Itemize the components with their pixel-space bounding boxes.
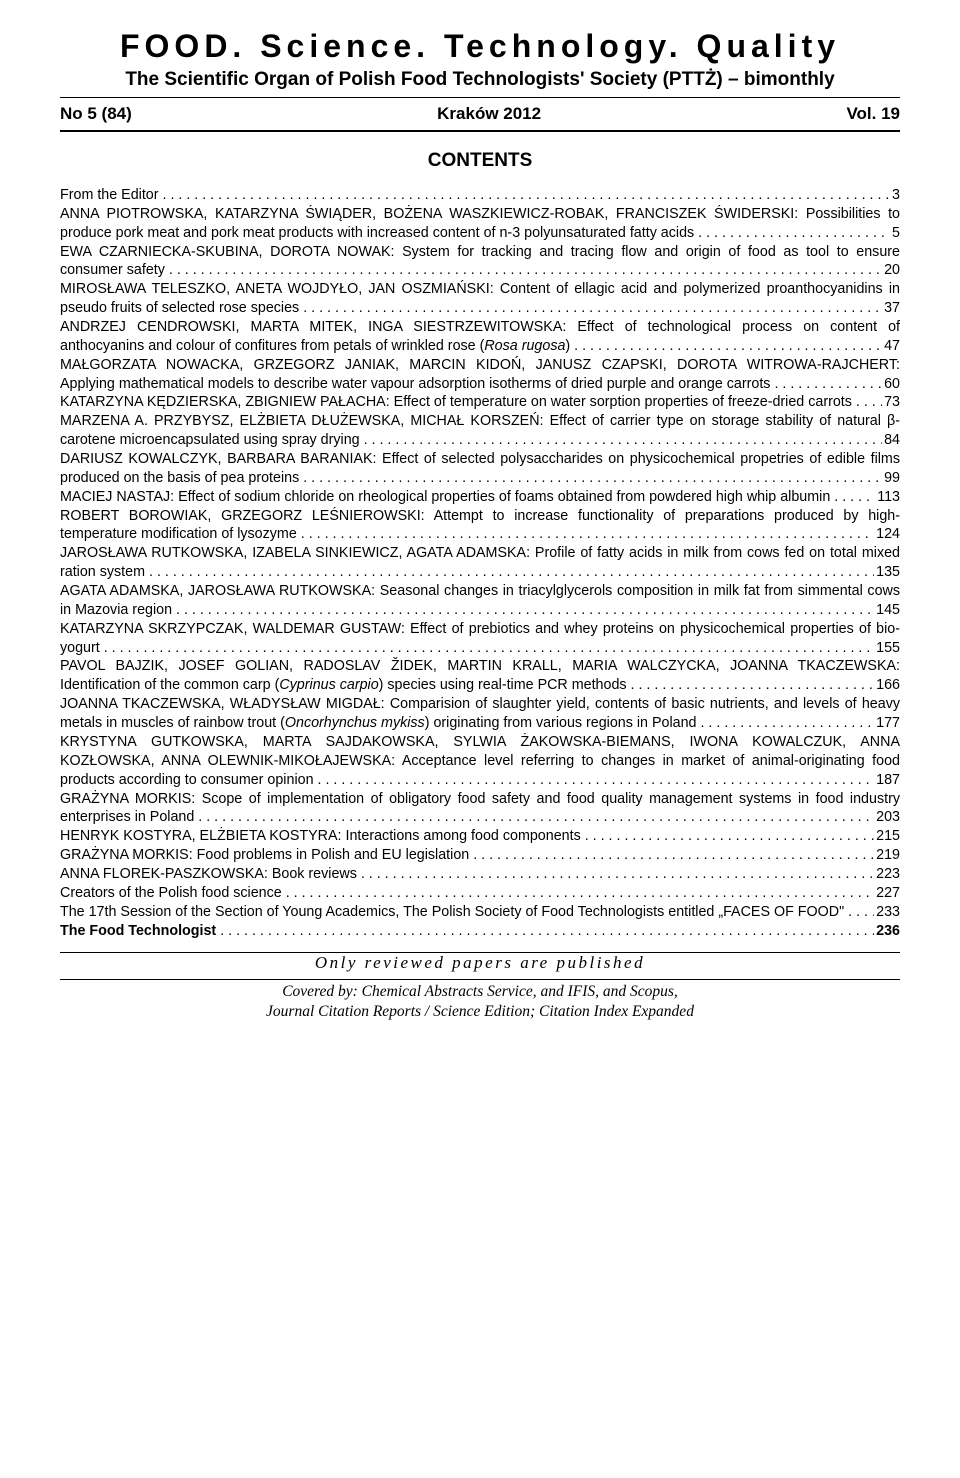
issue-number: No 5 (84) xyxy=(60,104,132,124)
toc-dots: . . . . . . . . . . . . . . . . . . . . … xyxy=(301,526,900,542)
toc-page-number: 236 xyxy=(874,922,900,941)
journal-subtitle: The Scientific Organ of Polish Food Tech… xyxy=(60,69,900,91)
toc-page-number: 20 xyxy=(882,261,900,280)
toc-page-number: 215 xyxy=(874,827,900,846)
toc-entry-text: GRAŻYNA MORKIS: Food problems in Polish … xyxy=(60,847,473,863)
toc-entry: AGATA ADAMSKA, JAROSŁAWA RUTKOWSKA: Seas… xyxy=(60,582,900,620)
toc-entry: ANNA PIOTROWSKA, KATARZYNA ŚWIĄDER, BOŻE… xyxy=(60,205,900,243)
toc-entry: PAVOL BAJZIK, JOSEF GOLIAN, RADOSLAV ŽID… xyxy=(60,657,900,695)
toc-entry: EWA CZARNIECKA-SKUBINA, DOROTA NOWAK: Sy… xyxy=(60,243,900,281)
toc-entry: HENRYK KOSTYRA, ELŻBIETA KOSTYRA: Intera… xyxy=(60,827,900,846)
toc-entry-text: KATARZYNA KĘDZIERSKA, ZBIGNIEW PAŁACHA: … xyxy=(60,394,856,410)
toc-page-number: 47 xyxy=(882,337,900,356)
toc-entry: MAŁGORZATA NOWACKA, GRZEGORZ JANIAK, MAR… xyxy=(60,356,900,394)
toc-page-number: 37 xyxy=(882,299,900,318)
toc-entry-text: Creators of the Polish food science xyxy=(60,885,286,901)
toc-entry: Creators of the Polish food science . . … xyxy=(60,884,900,903)
toc-page-number: 166 xyxy=(874,676,900,695)
toc-entry-text: MACIEJ NASTAJ: Effect of sodium chloride… xyxy=(60,489,834,505)
footer-covered-line2: Journal Citation Reports / Science Editi… xyxy=(266,1003,694,1020)
footer-covered: Covered by: Chemical Abstracts Service, … xyxy=(60,982,900,1021)
toc-dots: . . . . . . . . . . . . . . . . . . . . … xyxy=(169,262,900,278)
header-divider-2 xyxy=(60,130,900,132)
toc-dots: . . . . . . . . . . . . . . . . . . . . … xyxy=(149,564,900,580)
toc-page-number: 73 xyxy=(882,393,900,412)
toc-page-number: 223 xyxy=(874,865,900,884)
toc-entry-text: From the Editor xyxy=(60,187,163,203)
toc-entry: DARIUSZ KOWALCZYK, BARBARA BARANIAK: Eff… xyxy=(60,450,900,488)
toc-dots: . . . . . . . . . . . . . . . . . . . . … xyxy=(585,828,900,844)
toc-entry-text: The 17th Session of the Section of Young… xyxy=(60,904,848,920)
toc-dots: . . . . . . . . . . . . . . . . . . . . … xyxy=(700,715,900,731)
toc-entry: MIROSŁAWA TELESZKO, ANETA WOJDYŁO, JAN O… xyxy=(60,280,900,318)
issue-line: No 5 (84) Kraków 2012 Vol. 19 xyxy=(60,98,900,130)
toc-page-number: 135 xyxy=(874,563,900,582)
toc-entry: KRYSTYNA GUTKOWSKA, MARTA SAJDAKOWSKA, S… xyxy=(60,733,900,790)
toc-dots: . . . . . . . . . . . . . . . . . . . . … xyxy=(361,866,900,882)
toc-page-number: 187 xyxy=(874,771,900,790)
toc-page-number: 203 xyxy=(874,808,900,827)
toc-dots: . . . . . . . . . . . . . . . . . . . . … xyxy=(574,338,900,354)
toc-entry: ANDRZEJ CENDROWSKI, MARTA MITEK, INGA SI… xyxy=(60,318,900,356)
toc-page-number: 60 xyxy=(882,375,900,394)
toc-entry: The Food Technologist . . . . . . . . . … xyxy=(60,922,900,941)
toc-dots: . . . . . . . . . . . . . . . . . . . . … xyxy=(163,187,901,203)
toc-dots: . . . . . . . . . . . . . . . . . . . . … xyxy=(318,772,901,788)
toc-dots: . . . . . . . . . . . . . . . . . . . . … xyxy=(631,677,900,693)
toc-entry: JAROSŁAWA RUTKOWSKA, IZABELA SINKIEWICZ,… xyxy=(60,544,900,582)
toc-entry: ROBERT BOROWIAK, GRZEGORZ LEŚNIEROWSKI: … xyxy=(60,507,900,545)
toc-page-number: 145 xyxy=(874,601,900,620)
toc-dots: . . . . . . . . . . . . . . . . . . . . … xyxy=(104,640,900,656)
toc-page-number: 113 xyxy=(875,488,900,507)
toc-dots: . . . . . . . . . . . . . . . . . . . . … xyxy=(198,809,900,825)
footer-divider-2 xyxy=(60,979,900,980)
toc-entry: GRAŻYNA MORKIS: Food problems in Polish … xyxy=(60,846,900,865)
toc-dots: . . . . . . . . . . . . . . . . . . . . … xyxy=(364,432,900,448)
toc-entry: MARZENA A. PRZYBYSZ, ELŻBIETA DŁUŻEWSKA,… xyxy=(60,412,900,450)
toc-dots: . . . . . . . . . . . . . . . . . . . . … xyxy=(303,470,900,486)
toc-page-number: 219 xyxy=(874,846,900,865)
toc-entry-text: ANNA FLOREK-PASZKOWSKA: Book reviews xyxy=(60,866,361,882)
toc-entry: GRAŻYNA MORKIS: Scope of implementation … xyxy=(60,790,900,828)
toc-entry: The 17th Session of the Section of Young… xyxy=(60,903,900,922)
contents-heading: CONTENTS xyxy=(60,150,900,172)
toc-page-number: 5 xyxy=(890,224,900,243)
toc-dots: . . . . . . . . . . . . . . . . . . . . … xyxy=(286,885,900,901)
issue-volume: Vol. 19 xyxy=(846,104,900,124)
issue-city-year: Kraków 2012 xyxy=(437,104,541,124)
toc-entry: MACIEJ NASTAJ: Effect of sodium chloride… xyxy=(60,488,900,507)
toc-page-number: 124 xyxy=(874,525,900,544)
table-of-contents: From the Editor . . . . . . . . . . . . … xyxy=(60,186,900,940)
toc-page-number: 155 xyxy=(874,639,900,658)
toc-entry: ANNA FLOREK-PASZKOWSKA: Book reviews . .… xyxy=(60,865,900,884)
journal-title: FOOD. Science. Technology. Quality xyxy=(60,28,900,65)
toc-entry: KATARZYNA KĘDZIERSKA, ZBIGNIEW PAŁACHA: … xyxy=(60,393,900,412)
toc-dots: . . . . . . . . . . . . . . . . . . . . … xyxy=(220,923,900,939)
toc-page-number: 99 xyxy=(882,469,900,488)
toc-page-number: 233 xyxy=(874,903,900,922)
toc-entry: From the Editor . . . . . . . . . . . . … xyxy=(60,186,900,205)
toc-page-number: 177 xyxy=(874,714,900,733)
toc-entry: KATARZYNA SKRZYPCZAK, WALDEMAR GUSTAW: E… xyxy=(60,620,900,658)
footer-covered-line1: Covered by: Chemical Abstracts Service, … xyxy=(282,983,678,1000)
toc-dots: . . . . . . . . . . . . . . . . . . . . … xyxy=(176,602,900,618)
toc-page-number: 227 xyxy=(874,884,900,903)
toc-page-number: 84 xyxy=(882,431,900,450)
toc-entry: JOANNA TKACZEWSKA, WŁADYSŁAW MIGDAŁ: Com… xyxy=(60,695,900,733)
toc-dots: . . . . . . . . . . . . . . . . . . . . … xyxy=(698,225,900,241)
toc-entry-text: HENRYK KOSTYRA, ELŻBIETA KOSTYRA: Intera… xyxy=(60,828,585,844)
footer-reviewed: Only reviewed papers are published xyxy=(60,953,900,973)
toc-dots: . . . . . . . . . . . . . . . . . . . . … xyxy=(303,300,900,316)
toc-dots: . . . . . . . . . . . . . . . . . . . . … xyxy=(473,847,900,863)
toc-entry-text: The Food Technologist xyxy=(60,923,220,939)
toc-page-number: 3 xyxy=(890,186,900,205)
